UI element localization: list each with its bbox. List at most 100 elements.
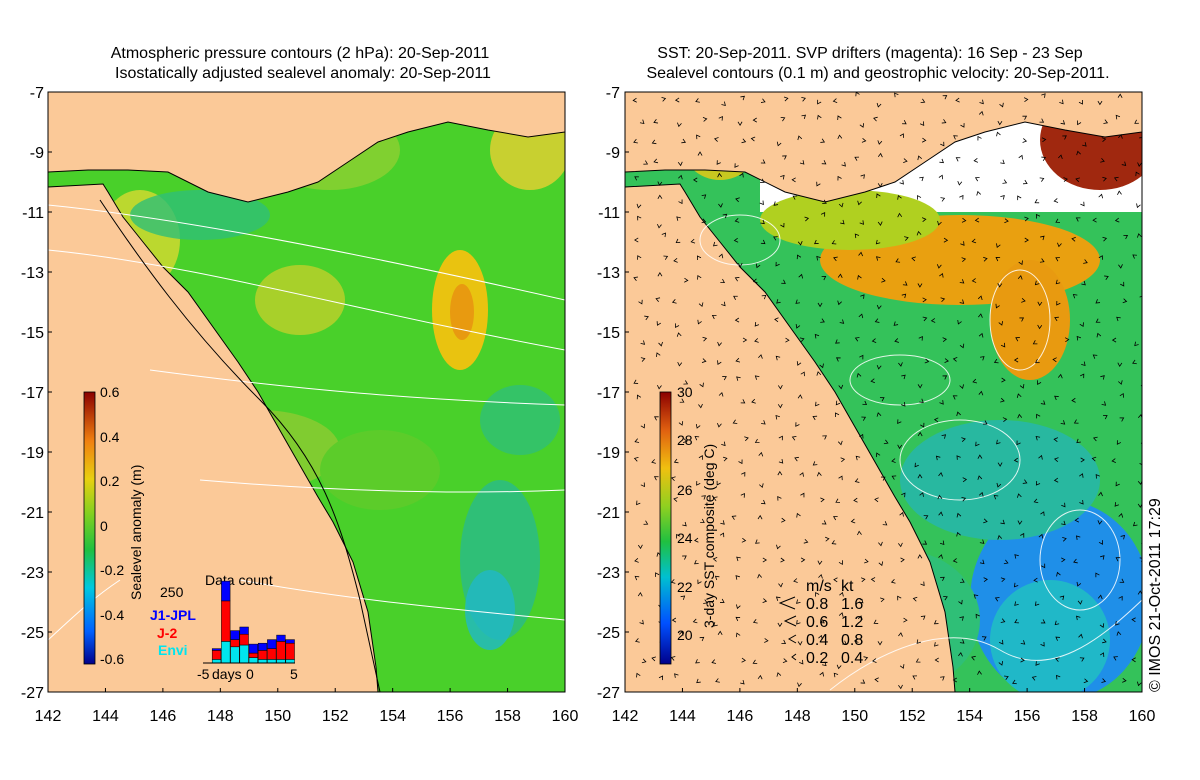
velocity-arrow xyxy=(762,557,768,563)
inset-bar-J1-JPL-1 xyxy=(211,648,222,651)
velocity-arrow xyxy=(1139,557,1142,562)
velocity-arrow xyxy=(959,194,964,200)
velocity-arrow xyxy=(833,577,838,583)
speed-arrow-1 xyxy=(783,615,797,627)
velocity-arrow xyxy=(897,212,903,218)
velocity-arrow xyxy=(1095,299,1101,304)
velocity-arrow xyxy=(752,618,758,624)
velocity-arrow xyxy=(676,533,681,539)
velocity-arrow xyxy=(1100,158,1105,163)
left-ytick-2: -11 xyxy=(22,205,44,222)
velocity-arrow xyxy=(831,540,837,545)
velocity-arrow xyxy=(781,279,786,284)
velocity-arrow xyxy=(740,95,745,101)
velocity-arrow xyxy=(939,400,944,405)
velocity-arrow xyxy=(701,358,707,363)
velocity-arrow xyxy=(940,297,946,303)
velocity-arrow xyxy=(699,382,704,388)
left-cbar-tick-6: -0.6 xyxy=(100,651,124,667)
velocity-arrow xyxy=(1040,400,1046,405)
velocity-arrow xyxy=(795,323,801,329)
velocity-arrow xyxy=(911,256,916,262)
velocity-arrow xyxy=(716,160,721,165)
velocity-arrow xyxy=(997,462,1003,467)
inset-bar-Envi-4 xyxy=(239,644,249,664)
velocity-arrow xyxy=(1113,656,1118,661)
velocity-arrow xyxy=(1143,322,1147,326)
velocity-arrow xyxy=(1119,578,1125,583)
velocity-arrow xyxy=(824,536,830,542)
velocity-arrow xyxy=(717,422,722,428)
velocity-arrow xyxy=(961,257,967,262)
velocity-arrow xyxy=(1119,417,1125,422)
speed-kt-3: 0.4 xyxy=(841,650,863,667)
velocity-arrow xyxy=(943,595,948,601)
velocity-arrow xyxy=(1055,218,1060,223)
velocity-arrow xyxy=(880,476,886,481)
velocity-arrow xyxy=(1118,264,1123,269)
velocity-arrow xyxy=(1034,601,1040,606)
left-colorbar-label: Sealevel anomaly (m) xyxy=(128,465,144,600)
velocity-arrow xyxy=(1099,652,1105,657)
velocity-arrow xyxy=(839,319,845,324)
velocity-arrow xyxy=(1097,594,1103,600)
velocity-arrow xyxy=(877,641,883,646)
velocity-arrow xyxy=(820,138,826,143)
velocity-arrow xyxy=(716,480,721,486)
left-xtick-4: 150 xyxy=(264,708,291,725)
velocity-arrow xyxy=(893,321,899,326)
velocity-arrow xyxy=(817,302,823,308)
velocity-arrow xyxy=(677,361,683,367)
velocity-arrow xyxy=(857,200,862,206)
velocity-arrow xyxy=(1041,137,1047,143)
velocity-arrow xyxy=(1102,638,1107,644)
velocity-arrow xyxy=(761,294,767,300)
velocity-arrow xyxy=(882,521,888,526)
velocity-arrow xyxy=(736,376,741,381)
velocity-arrow xyxy=(634,438,640,443)
right-xtick-1: 144 xyxy=(669,708,696,725)
velocity-arrow xyxy=(974,177,980,182)
velocity-arrow xyxy=(1001,377,1006,383)
velocity-arrow xyxy=(924,358,930,364)
velocity-arrow xyxy=(1074,517,1080,523)
velocity-arrow xyxy=(1071,397,1076,403)
velocity-arrow xyxy=(1123,235,1129,240)
velocity-arrow xyxy=(759,200,764,206)
velocity-arrow xyxy=(952,357,958,362)
velocity-arrow xyxy=(1040,511,1045,516)
velocity-arrow xyxy=(1017,520,1023,525)
velocity-arrow xyxy=(981,636,987,641)
velocity-arrow xyxy=(1080,457,1085,463)
velocity-arrow xyxy=(634,176,639,181)
velocity-arrow xyxy=(953,135,958,140)
velocity-arrow xyxy=(1111,337,1117,343)
right-title-line1: SST: 20-Sep-2011. SVP drifters (magenta)… xyxy=(657,45,1083,62)
velocity-arrow xyxy=(776,299,781,304)
velocity-arrow xyxy=(814,239,819,245)
velocity-arrow xyxy=(731,515,737,520)
velocity-arrow xyxy=(1136,203,1141,209)
velocity-arrow xyxy=(1054,395,1059,401)
velocity-arrow xyxy=(901,401,906,407)
velocity-arrow xyxy=(933,619,939,625)
velocity-arrow xyxy=(1092,436,1098,442)
velocity-arrow xyxy=(815,401,820,407)
velocity-arrow xyxy=(1115,114,1121,120)
velocity-arrow xyxy=(894,338,899,343)
velocity-arrow xyxy=(791,436,797,441)
velocity-arrow xyxy=(1036,413,1041,419)
velocity-arrow xyxy=(718,116,723,121)
inset-bar-J-2-3 xyxy=(230,639,240,648)
velocity-arrow xyxy=(640,482,645,488)
velocity-arrow xyxy=(735,197,740,203)
velocity-arrow xyxy=(921,217,927,223)
velocity-arrow xyxy=(653,119,659,124)
velocity-arrow xyxy=(1095,318,1101,323)
velocity-arrow xyxy=(1076,150,1081,156)
velocity-arrow xyxy=(822,435,827,440)
velocity-arrow xyxy=(1034,199,1040,204)
inset-legend-j1: J1-JPL xyxy=(150,607,196,623)
velocity-arrow xyxy=(680,595,686,600)
velocity-arrow xyxy=(1013,457,1019,463)
